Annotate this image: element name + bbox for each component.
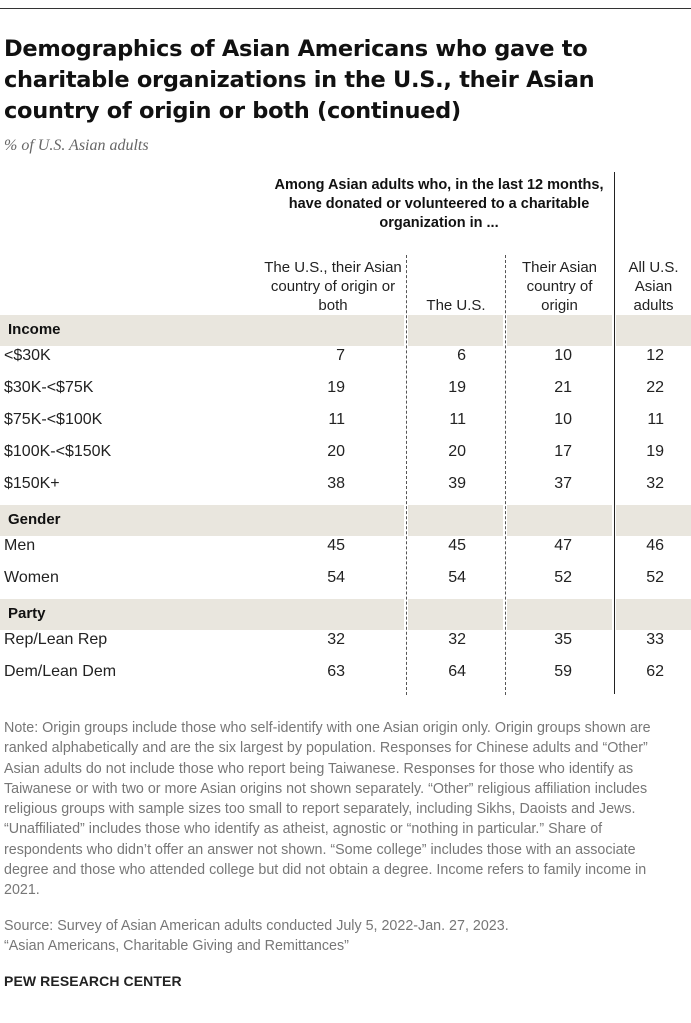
divider-dashed-1: [406, 255, 407, 695]
chart-title: Demographics of Asian Americans who gave…: [4, 36, 595, 124]
table-cell: 52: [554, 569, 572, 586]
divider-dashed-2: [505, 255, 506, 695]
table-cell: 17: [554, 443, 572, 460]
table-cell: 10: [554, 411, 572, 428]
table-cell: 11: [647, 411, 664, 428]
table-cell: 39: [448, 475, 466, 492]
table-cell: 20: [327, 443, 345, 460]
row-label: Dem/Lean Dem: [4, 663, 117, 680]
report-title: “Asian Americans, Charitable Giving and …: [4, 938, 349, 954]
table-cell: 19: [646, 443, 664, 460]
group-band-party: Party: [0, 599, 691, 630]
column-header-origin: Their Asian country of origin: [521, 259, 598, 314]
table-cell: 54: [448, 569, 466, 586]
row-label: $30K-<$75K: [4, 379, 94, 396]
chart-subtitle: % of U.S. Asian adults: [4, 137, 149, 154]
divider-solid: [614, 172, 615, 694]
footnote: Note: Origin groups include those who se…: [4, 720, 651, 899]
table-cell: 21: [554, 379, 572, 396]
group-band-income: Income: [0, 315, 691, 346]
table-cell: 59: [554, 663, 572, 680]
span-header: Among Asian adults who, in the last 12 m…: [274, 177, 604, 231]
column-header-all: All U.S. Asian adults: [628, 259, 679, 314]
row-label: Rep/Lean Rep: [4, 631, 108, 648]
table-cell: 47: [554, 537, 572, 554]
table-cell: 45: [327, 537, 345, 554]
table-cell: 6: [457, 347, 466, 364]
table-cell: 20: [448, 443, 466, 460]
group-label: Gender: [8, 511, 61, 528]
row-label: <$30K: [4, 347, 51, 364]
table-cell: 32: [327, 631, 345, 648]
table-cell: 7: [336, 347, 345, 364]
row-label: $150K+: [4, 475, 60, 492]
table-cell: 54: [327, 569, 345, 586]
row-label: Women: [4, 569, 59, 586]
table-cell: 37: [554, 475, 572, 492]
table-cell: 22: [646, 379, 664, 396]
table-cell: 38: [327, 475, 345, 492]
table-cell: 33: [646, 631, 664, 648]
table-cell: 10: [554, 347, 572, 364]
table-cell: 11: [328, 411, 345, 428]
group-band-gender: Gender: [0, 505, 691, 536]
brand-logo-text: PEW RESEARCH CENTER: [4, 973, 182, 989]
table-cell: 32: [646, 475, 664, 492]
table-cell: 19: [327, 379, 345, 396]
top-rule: [0, 8, 691, 9]
source-line: Source: Survey of Asian American adults …: [4, 918, 509, 934]
row-label: $100K-<$150K: [4, 443, 112, 460]
column-header-both: The U.S., their Asian country of origin …: [264, 259, 402, 314]
table-cell: 63: [327, 663, 345, 680]
column-header-us: The U.S.: [426, 297, 486, 314]
row-label: $75K-<$100K: [4, 411, 103, 428]
table-cell: 64: [448, 663, 466, 680]
table-cell: 19: [448, 379, 466, 396]
table-cell: 62: [646, 663, 664, 680]
table-cell: 12: [646, 347, 664, 364]
table-cell: 46: [646, 537, 664, 554]
group-label: Party: [8, 605, 46, 622]
table-cell: 32: [448, 631, 466, 648]
table-cell: 11: [449, 411, 466, 428]
group-label: Income: [8, 321, 61, 338]
table-cell: 45: [448, 537, 466, 554]
table-cell: 35: [554, 631, 572, 648]
table-cell: 52: [646, 569, 664, 586]
row-label: Men: [4, 537, 36, 554]
